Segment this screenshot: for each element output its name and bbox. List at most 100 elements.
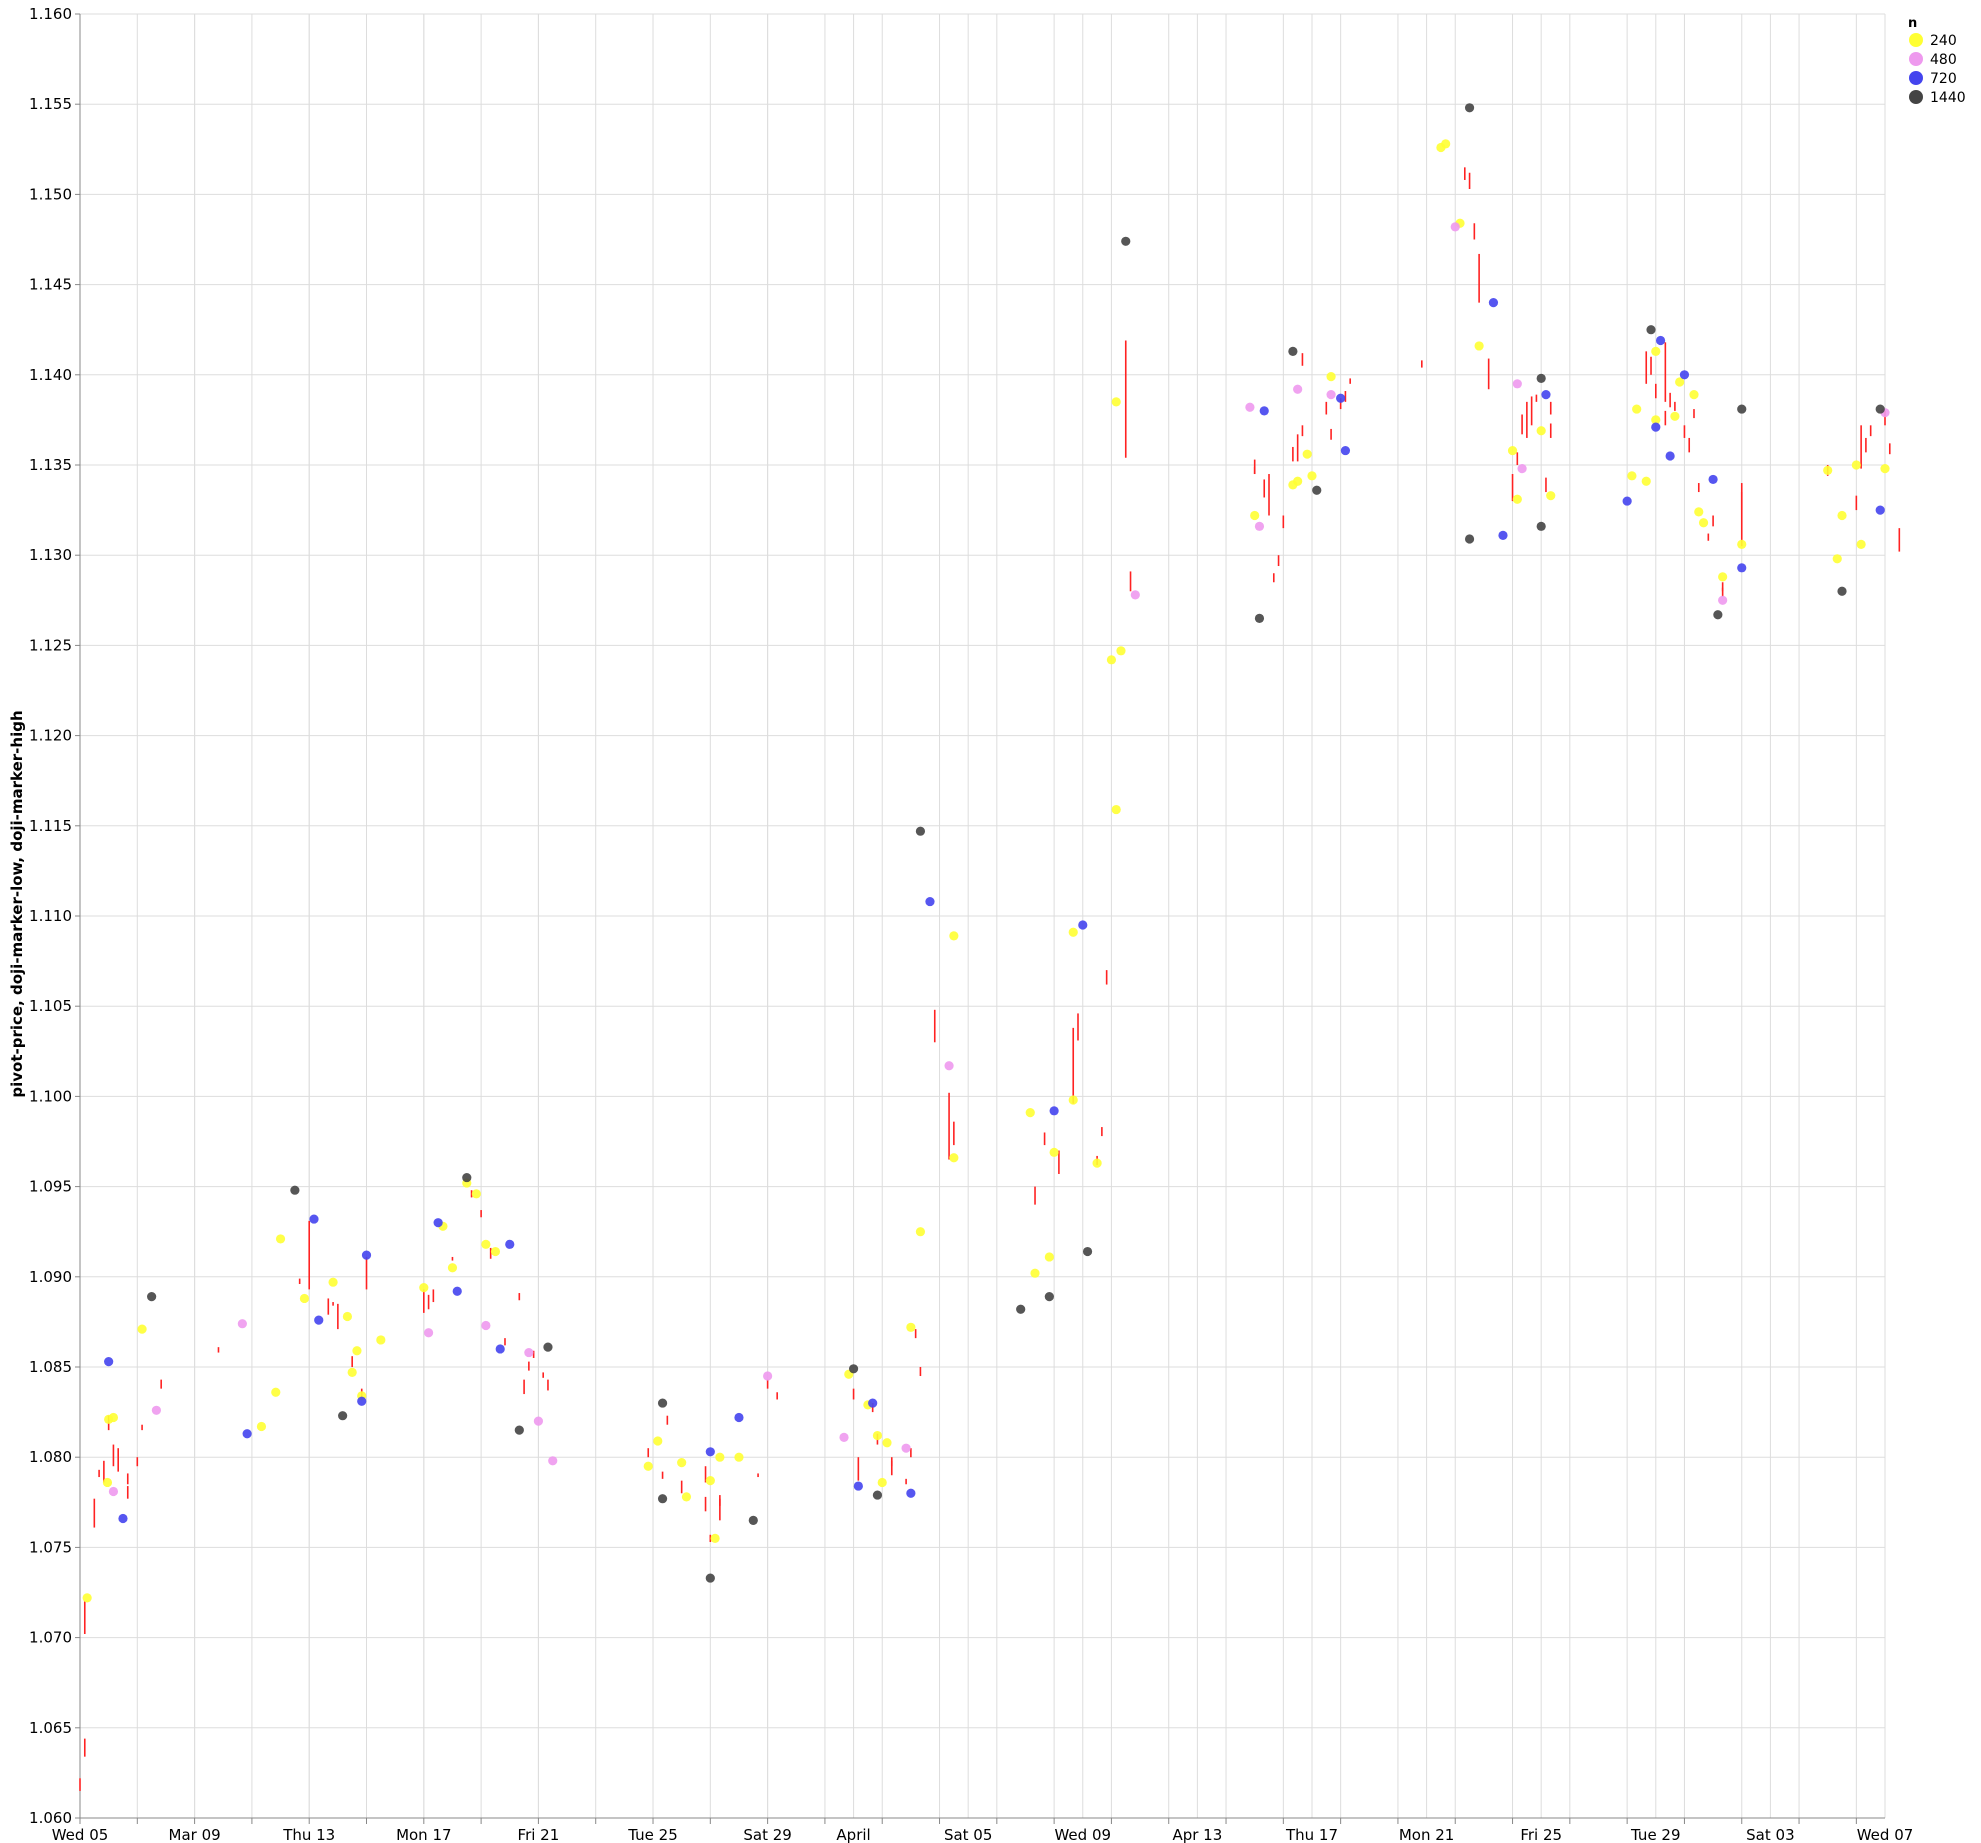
x-tick-label: April [836, 1826, 870, 1843]
pivot-point-720 [1078, 920, 1088, 930]
pivot-point-720 [1340, 445, 1351, 456]
pivot-point-240 [710, 1533, 720, 1543]
pivot-point-1440 [1312, 485, 1322, 495]
pivot-point-1440 [1254, 613, 1265, 623]
pivot-point-1440 [462, 1172, 472, 1183]
pivot-point-1440 [338, 1411, 348, 1421]
pivot-point-480 [151, 1405, 162, 1415]
pivot-point-480 [1245, 402, 1255, 412]
pivot-point-240 [1737, 539, 1747, 549]
y-tick-label: 1.155 [29, 95, 72, 113]
pivot-point-240 [299, 1293, 310, 1304]
x-tick-label: Sat 29 [743, 1826, 791, 1843]
legend-swatch-240 [1909, 33, 1923, 47]
legend-swatch-720 [1909, 71, 1923, 85]
pivot-point-240 [1326, 372, 1336, 382]
y-tick-label: 1.065 [29, 1719, 72, 1737]
y-tick-label: 1.140 [29, 366, 72, 384]
pivot-point-240 [1546, 491, 1556, 501]
x-tick-label: Fri 25 [1520, 1826, 1562, 1843]
y-tick-label: 1.080 [29, 1448, 72, 1466]
y-tick-label: 1.160 [29, 5, 72, 23]
pivot-point-240 [1718, 572, 1728, 582]
pivot-point-240 [1694, 507, 1704, 517]
pivot-point-1440 [290, 1185, 300, 1195]
pivot-point-240 [653, 1436, 663, 1446]
pivot-point-240 [108, 1412, 119, 1423]
pivot-point-240 [906, 1322, 916, 1332]
pivot-point-720 [1541, 390, 1551, 400]
pivot-point-1440 [1044, 1292, 1054, 1302]
pivot-point-240 [1651, 346, 1661, 356]
pivot-point-240 [102, 1477, 113, 1488]
pivot-point-720 [433, 1218, 443, 1228]
pivot-point-720 [1679, 370, 1690, 380]
pivot-point-1440 [1536, 373, 1546, 384]
pivot-point-720 [452, 1286, 462, 1296]
x-tick-label: Fri 21 [518, 1826, 560, 1843]
x-tick-label: Wed 07 [1857, 1826, 1914, 1843]
x-tick-label: Apr 13 [1172, 1826, 1222, 1843]
pivot-point-240 [949, 931, 959, 941]
legend-label: 720 [1930, 71, 1957, 87]
legend-swatch-1440 [1909, 90, 1923, 104]
pivot-point-480 [481, 1320, 491, 1331]
pivot-point-240 [949, 1153, 959, 1163]
pivot-point-240 [447, 1263, 458, 1273]
pivot-point-240 [1250, 510, 1260, 521]
pivot-point-1440 [748, 1515, 758, 1525]
x-tick-label: Mon 17 [396, 1826, 451, 1843]
pivot-point-240 [256, 1421, 267, 1432]
pivot-point-1440 [1837, 586, 1847, 596]
pivot-point-720 [1875, 505, 1885, 515]
pivot-point-720 [1665, 451, 1675, 461]
pivot-point-240 [1832, 554, 1842, 564]
pivot-point-1440 [514, 1425, 524, 1435]
y-tick-label: 1.135 [29, 456, 72, 474]
pivot-point-720 [925, 896, 935, 907]
pivot-point-720 [242, 1429, 252, 1439]
pivot-point-480 [1130, 590, 1140, 600]
pivot-point-1440 [1464, 103, 1475, 113]
pivot-point-480 [1326, 390, 1336, 400]
pivot-point-1440 [1288, 346, 1298, 356]
y-tick-label: 1.100 [29, 1087, 72, 1105]
pivot-point-240 [347, 1367, 357, 1378]
pivot-point-1440 [1875, 404, 1885, 414]
pivot-point-240 [1049, 1147, 1059, 1157]
pivot-point-720 [1336, 393, 1346, 403]
pivot-point-240 [705, 1476, 715, 1486]
pivot-point-720 [309, 1214, 319, 1224]
pivot-point-720 [314, 1315, 324, 1325]
x-tick-label: Tue 29 [1630, 1826, 1680, 1843]
pivot-point-240 [275, 1234, 286, 1244]
pivot-point-480 [533, 1416, 544, 1426]
pivot-point-1440 [147, 1292, 157, 1302]
pivot-point-480 [1293, 384, 1303, 394]
pivot-point-720 [505, 1239, 515, 1249]
pivot-point-240 [1675, 377, 1685, 387]
x-tick-label: Wed 05 [52, 1826, 109, 1843]
pivot-point-720 [1049, 1106, 1059, 1116]
y-tick-label: 1.130 [29, 546, 72, 564]
pivot-point-240 [1823, 465, 1833, 476]
pivot-point-layer [82, 103, 1890, 1603]
pivot-point-720 [361, 1250, 372, 1260]
pivot-point-1440 [915, 826, 926, 836]
pivot-point-240 [1030, 1268, 1040, 1278]
y-tick-label: 1.070 [29, 1629, 72, 1647]
pivot-point-240 [1880, 464, 1890, 474]
pivot-point-720 [118, 1513, 128, 1524]
pivot-point-480 [1517, 464, 1527, 474]
pivot-point-720 [1655, 335, 1666, 346]
y-tick-label: 1.075 [29, 1538, 72, 1556]
pivot-point-720 [1488, 298, 1499, 308]
pivot-point-720 [705, 1447, 715, 1457]
pivot-point-720 [1737, 563, 1747, 573]
pivot-point-240 [1068, 927, 1078, 937]
pivot-point-240 [1441, 139, 1451, 149]
y-tick-label: 1.085 [29, 1358, 72, 1376]
pivot-point-240 [82, 1593, 92, 1603]
x-tick-label: Mon 21 [1399, 1826, 1454, 1843]
